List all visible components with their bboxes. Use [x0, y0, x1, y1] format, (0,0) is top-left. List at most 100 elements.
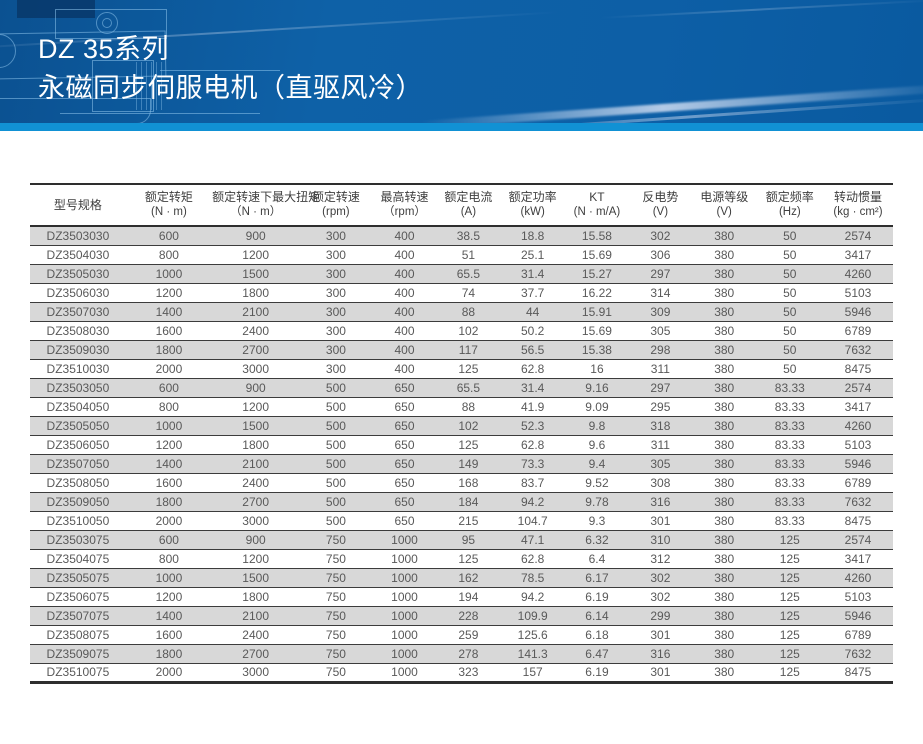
- value-cell: 1000: [372, 586, 437, 606]
- value-cell: 1800: [125, 491, 213, 511]
- value-cell: 380: [691, 643, 757, 663]
- value-cell: 1000: [372, 624, 437, 644]
- value-cell: 1000: [372, 662, 437, 682]
- value-cell: 9.6: [565, 434, 629, 454]
- value-cell: 380: [691, 453, 757, 473]
- value-cell: 4260: [823, 263, 893, 283]
- value-cell: 83.33: [756, 510, 824, 530]
- value-cell: 500: [299, 434, 373, 454]
- value-cell: 104.7: [500, 510, 566, 530]
- value-cell: 83.33: [756, 415, 824, 435]
- value-cell: 1500: [212, 263, 300, 283]
- value-cell: 300: [299, 320, 373, 340]
- value-cell: 25.1: [500, 244, 566, 264]
- value-cell: 500: [299, 491, 373, 511]
- table-row: DZ3510030 2000 3000 300 400 125 62.8 16 311 380 50…: [30, 358, 893, 378]
- value-cell: 1000: [372, 548, 437, 568]
- value-cell: 600: [125, 529, 213, 549]
- value-cell: 6.4: [565, 548, 629, 568]
- value-cell: 297: [628, 263, 692, 283]
- value-cell: 298: [628, 339, 692, 359]
- value-cell: 15.27: [565, 263, 629, 283]
- value-cell: 4260: [823, 415, 893, 435]
- value-cell: 800: [125, 548, 213, 568]
- value-cell: 1000: [372, 529, 437, 549]
- value-cell: 50: [756, 301, 824, 321]
- value-cell: 311: [628, 358, 692, 378]
- model-cell: DZ3510075: [30, 662, 126, 682]
- value-cell: 109.9: [500, 605, 566, 625]
- value-cell: 50: [783, 228, 797, 243]
- value-cell: 650: [372, 472, 437, 492]
- value-cell: 302: [628, 586, 692, 606]
- model-cell: DZ3505050: [30, 415, 126, 435]
- value-cell: 3417: [823, 396, 893, 416]
- value-cell: 2400: [212, 624, 300, 644]
- model-cell: DZ3507075: [30, 605, 126, 625]
- value-cell: 125: [436, 548, 501, 568]
- column-header-5: 最高转速 （rpm）: [380, 190, 429, 218]
- value-cell: 2100: [212, 453, 300, 473]
- value-cell: 2000: [125, 662, 213, 682]
- value-cell: 900: [212, 377, 300, 397]
- value-cell: 278: [436, 643, 501, 663]
- value-cell: 3417: [823, 548, 893, 568]
- table-row: DZ3506050 1200 1800 500 650 125 62.8 9.6 311 380 8…: [30, 434, 893, 454]
- value-cell: 102: [436, 415, 501, 435]
- value-cell: 2100: [212, 605, 300, 625]
- column-header-7: 额定功率 (kW): [508, 190, 557, 218]
- value-cell: 2400: [212, 472, 300, 492]
- value-cell: 5946: [823, 301, 893, 321]
- value-cell: 50.2: [500, 320, 566, 340]
- value-cell: 3000: [212, 358, 300, 378]
- value-cell: 9.78: [565, 491, 629, 511]
- value-cell: 400: [372, 320, 437, 340]
- value-cell: 9.8: [565, 415, 629, 435]
- table-row: DZ3509075 1800 2700 750 1000 278 141.3 6.47 316 3…: [30, 643, 893, 663]
- product-subtitle: 永磁同步伺服电机（直驱风冷）: [38, 73, 423, 103]
- value-cell: 7632: [823, 643, 893, 663]
- value-cell: 74: [436, 282, 501, 302]
- spec-table: 型号规格 额定转矩 (N · m) 额定转速下最大扭矩 （N · m） 额定转速 (rpm)…: [30, 183, 893, 684]
- value-cell: 1200: [125, 434, 213, 454]
- model-cell: DZ3506050: [30, 434, 126, 454]
- value-cell: 6.17: [565, 567, 629, 587]
- value-cell: 300: [325, 228, 346, 243]
- value-cell: 318: [628, 415, 692, 435]
- model-cell: DZ3507030: [30, 301, 126, 321]
- value-cell: 6.47: [565, 643, 629, 663]
- value-cell: 1800: [212, 586, 300, 606]
- value-cell: 1200: [212, 244, 300, 264]
- value-cell: 800: [125, 244, 213, 264]
- value-cell: 5946: [823, 453, 893, 473]
- value-cell: 301: [628, 624, 692, 644]
- value-cell: 125: [756, 605, 824, 625]
- value-cell: 302: [650, 228, 671, 243]
- value-cell: 125: [756, 624, 824, 644]
- value-cell: 380: [691, 510, 757, 530]
- value-cell: 2574: [823, 529, 893, 549]
- light-streak: [420, 83, 923, 123]
- value-cell: 400: [372, 339, 437, 359]
- value-cell: 500: [299, 415, 373, 435]
- value-cell: 88: [436, 301, 501, 321]
- value-cell: 1500: [212, 415, 300, 435]
- column-header-10: 电源等级 (V): [700, 190, 749, 218]
- light-streak: [600, 0, 923, 19]
- value-cell: 310: [628, 529, 692, 549]
- value-cell: 2700: [212, 643, 300, 663]
- value-cell: 600: [158, 228, 179, 243]
- value-cell: 31.4: [500, 263, 566, 283]
- value-cell: 6.32: [565, 529, 629, 549]
- value-cell: 380: [691, 586, 757, 606]
- value-cell: 750: [299, 529, 373, 549]
- table-row: DZ3504075 800 1200 750 1000 125 62.8 6.4 312 380 1…: [30, 548, 893, 568]
- series-title: DZ 35系列: [38, 34, 170, 64]
- value-cell: 9.3: [565, 510, 629, 530]
- value-cell: 311: [628, 434, 692, 454]
- value-cell: 2000: [125, 358, 213, 378]
- value-cell: 62.8: [500, 548, 566, 568]
- value-cell: 47.1: [500, 529, 566, 549]
- value-cell: 1200: [212, 396, 300, 416]
- table-row: DZ3507030 1400 2100 300 400 88 44 15.91 309 380 50…: [30, 301, 893, 321]
